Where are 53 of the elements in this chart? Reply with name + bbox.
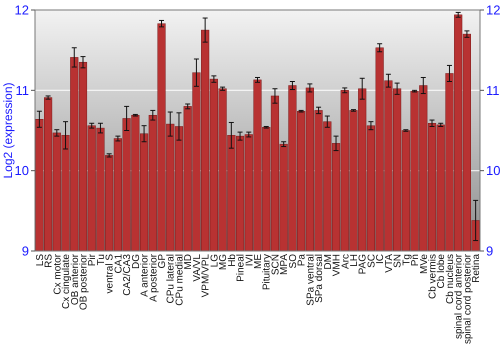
x-tick-label: Arc bbox=[340, 254, 352, 269]
x-tick-label: Hb bbox=[226, 254, 238, 267]
x-tick-label: SCN bbox=[270, 254, 282, 276]
x-tick-label: OB posterior bbox=[78, 253, 90, 310]
x-tick-label: A posterior bbox=[148, 253, 160, 302]
x-tick-label: Pn bbox=[410, 254, 422, 266]
x-tick-label: Cb lobe bbox=[436, 254, 448, 288]
x-tick-label: CPu medial bbox=[174, 254, 186, 306]
x-tick-label: SC bbox=[366, 254, 378, 268]
x-tick-label: Retina bbox=[471, 254, 482, 283]
x-tick-label: Pituitary bbox=[262, 254, 273, 290]
x-tick-label: Pa bbox=[296, 254, 308, 266]
x-tick-label: Tg bbox=[401, 254, 412, 266]
x-tick-label: ventral S bbox=[104, 254, 116, 294]
x-tick-label: DM bbox=[322, 254, 334, 270]
x-tick-label: CA2/CA3 bbox=[122, 254, 134, 296]
x-tick-label: A anterior bbox=[140, 253, 151, 297]
x-tick-label: IVI bbox=[244, 254, 256, 266]
x-tick-label: MVe bbox=[418, 254, 430, 274]
y2-tick-label: 12 bbox=[486, 2, 500, 18]
x-tick-label: Tu bbox=[96, 254, 107, 266]
x-tick-label: IC bbox=[375, 254, 386, 264]
x-tick-label: LS bbox=[34, 254, 46, 266]
x-tick-label: Cx cingulate bbox=[61, 254, 72, 310]
x-tick-label: DG bbox=[130, 254, 142, 269]
x-tick-label: spinal cord anterior bbox=[454, 253, 465, 340]
x-tick-label: SN bbox=[392, 254, 404, 268]
x-tick-label: VPM/VPL bbox=[200, 254, 212, 298]
x-tick-label: RS bbox=[44, 254, 55, 268]
x-tick-label: VTA bbox=[384, 254, 395, 273]
x-tick-label: LH bbox=[348, 254, 360, 267]
x-tick-label: Pir bbox=[87, 253, 98, 266]
x-tick-label: CA1 bbox=[113, 254, 124, 274]
y-tick-label: 10 bbox=[14, 163, 29, 178]
x-tick-label: LG bbox=[209, 254, 220, 268]
x-tick-label: VMH bbox=[332, 254, 343, 276]
y2-tick-label: 11 bbox=[486, 82, 500, 98]
x-tick-label: OB anterior bbox=[70, 253, 81, 306]
y-tick-label: 11 bbox=[16, 82, 29, 98]
y-axis-title: Log2 (expression) bbox=[1, 82, 15, 179]
x-tick-label: Cb nucleus bbox=[444, 254, 456, 304]
x-tick-label: SPa dorsal bbox=[314, 254, 326, 303]
x-tick-label: ME bbox=[253, 254, 264, 269]
x-tick-label: VA/VL bbox=[192, 254, 203, 282]
y2-tick-label: 9 bbox=[486, 244, 494, 259]
y-tick-label: 9 bbox=[22, 244, 29, 259]
x-tick-label: SO bbox=[288, 254, 299, 268]
x-tick-label: MPA bbox=[279, 254, 290, 275]
y2-tick-label: 10 bbox=[486, 163, 500, 178]
x-tick-label: PAG bbox=[358, 254, 369, 274]
x-tick-label: spinal cord posterior bbox=[462, 253, 474, 344]
x-tick-label: Pineal bbox=[236, 254, 247, 282]
y-tick-label: 12 bbox=[14, 2, 29, 18]
